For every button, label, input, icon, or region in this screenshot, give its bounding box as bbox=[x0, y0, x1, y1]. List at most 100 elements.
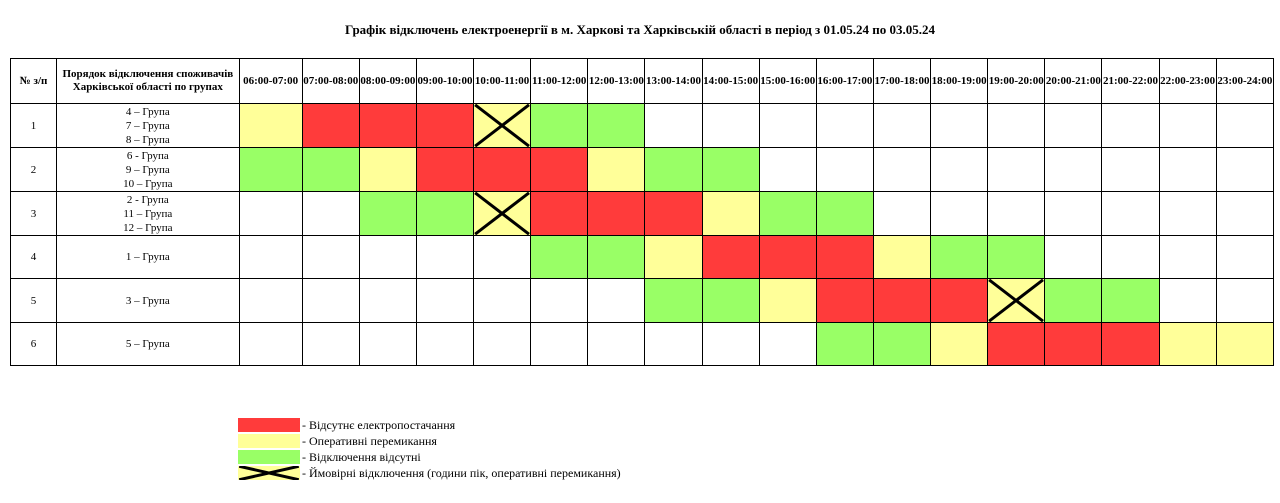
hour-cell-probable-outage bbox=[987, 278, 1046, 323]
group-label: 4 – Група bbox=[125, 105, 170, 118]
row-number: 5 bbox=[9, 278, 58, 323]
legend-swatch bbox=[238, 434, 300, 448]
header-hour: 15:00-16:00 bbox=[758, 58, 817, 104]
hour-cell-empty bbox=[587, 322, 646, 366]
row-groups: 3 – Група bbox=[56, 278, 240, 323]
hour-cell-no-power bbox=[530, 191, 589, 236]
hour-cell-no-power bbox=[872, 278, 932, 323]
header-hour: 21:00-22:00 bbox=[1101, 58, 1160, 104]
hour-cell-empty bbox=[1158, 147, 1217, 192]
hour-cell-no-outage bbox=[238, 147, 303, 192]
hour-cell-empty bbox=[872, 191, 932, 236]
hour-cell-no-outage bbox=[815, 322, 874, 366]
header-num: № з/п bbox=[9, 58, 58, 104]
group-label: 3 – Група bbox=[125, 294, 170, 307]
hour-cell-empty bbox=[1044, 103, 1103, 148]
header-order: Порядок відключення споживачів Харківськ… bbox=[56, 58, 240, 104]
hour-cell-probable-outage bbox=[473, 103, 532, 148]
table-row: 6 5 – Група bbox=[9, 322, 1275, 366]
hour-cell-no-outage bbox=[530, 235, 589, 279]
hour-cell-no-outage bbox=[301, 147, 360, 192]
hour-cell-empty bbox=[415, 322, 475, 366]
header-hour: 11:00-12:00 bbox=[530, 58, 589, 104]
hour-cell-empty bbox=[758, 147, 817, 192]
legend-swatch bbox=[238, 450, 300, 464]
legend-item: - Оперативні перемикання bbox=[238, 433, 621, 449]
hour-cell-no-outage bbox=[530, 103, 589, 148]
header-hour: 20:00-21:00 bbox=[1044, 58, 1103, 104]
hour-cell-no-outage bbox=[415, 191, 475, 236]
header-hour: 22:00-23:00 bbox=[1158, 58, 1217, 104]
hour-cell-no-outage bbox=[587, 235, 646, 279]
hour-cell-no-power bbox=[473, 147, 532, 192]
hour-cell-empty bbox=[930, 191, 989, 236]
hour-cell-switching bbox=[644, 235, 703, 279]
hour-cell-switching bbox=[872, 235, 932, 279]
hour-cell-empty bbox=[1101, 235, 1160, 279]
hour-cell-empty bbox=[644, 322, 703, 366]
hour-cell-no-outage bbox=[587, 103, 646, 148]
hour-cell-no-outage bbox=[987, 235, 1046, 279]
legend-label: - Відключення відсутні bbox=[302, 449, 421, 464]
hour-cell-switching bbox=[1158, 322, 1217, 366]
hour-cell-no-power bbox=[930, 278, 989, 323]
hour-cell-empty bbox=[301, 322, 360, 366]
hour-cell-empty bbox=[358, 278, 417, 323]
legend-swatch bbox=[238, 466, 300, 480]
hour-cell-empty bbox=[701, 103, 760, 148]
cross-icon bbox=[474, 104, 530, 147]
header-hour: 17:00-18:00 bbox=[872, 58, 932, 104]
hour-cell-no-outage bbox=[1044, 278, 1103, 323]
hour-cell-empty bbox=[987, 103, 1046, 148]
hour-cell-no-outage bbox=[815, 191, 874, 236]
hour-cell-empty bbox=[358, 322, 417, 366]
hour-cell-empty bbox=[1215, 191, 1275, 236]
table-row: 4 1 – Група bbox=[9, 235, 1275, 279]
hour-cell-no-outage bbox=[644, 278, 703, 323]
hour-cell-empty bbox=[1044, 235, 1103, 279]
hour-cell-empty bbox=[530, 278, 589, 323]
hour-cell-empty bbox=[473, 235, 532, 279]
legend-item: - Відсутнє електропостачання bbox=[238, 417, 621, 433]
hour-cell-empty bbox=[1101, 103, 1160, 148]
hour-cell-empty bbox=[1215, 278, 1275, 323]
hour-cell-empty bbox=[758, 103, 817, 148]
row-groups: 5 – Група bbox=[56, 322, 240, 366]
header-hour: 09:00-10:00 bbox=[415, 58, 475, 104]
cross-icon bbox=[474, 192, 530, 235]
header-row: № з/п Порядок відключення споживачів Хар… bbox=[9, 58, 1275, 104]
hour-cell-empty bbox=[358, 235, 417, 279]
legend-label: - Ймовірні відключення (години пік, опер… bbox=[302, 465, 621, 480]
header-hour: 13:00-14:00 bbox=[644, 58, 703, 104]
hour-cell-empty bbox=[238, 235, 303, 279]
hour-cell-empty bbox=[415, 278, 475, 323]
hour-cell-switching bbox=[358, 147, 417, 192]
hour-cell-empty bbox=[930, 103, 989, 148]
hour-cell-empty bbox=[1044, 147, 1103, 192]
hour-cell-empty bbox=[1215, 103, 1275, 148]
hour-cell-switching bbox=[238, 103, 303, 148]
hour-cell-empty bbox=[1215, 147, 1275, 192]
legend-label: - Оперативні перемикання bbox=[302, 433, 437, 448]
group-label: 1 – Група bbox=[125, 251, 170, 263]
hour-cell-empty bbox=[301, 235, 360, 279]
row-groups: 1 – Група bbox=[56, 235, 240, 279]
row-groups: 6 - Група 9 – Група 10 – Група bbox=[56, 147, 240, 192]
group-label: 2 - Група bbox=[126, 193, 169, 206]
hour-cell-empty bbox=[815, 147, 874, 192]
hour-cell-no-outage bbox=[872, 322, 932, 366]
cross-icon bbox=[988, 279, 1044, 322]
table-row: 5 3 – Група bbox=[9, 278, 1275, 323]
schedule-title: Графік відключень електроенергії в м. Ха… bbox=[345, 22, 935, 37]
hour-cell-empty bbox=[872, 103, 932, 148]
hour-cell-no-outage bbox=[758, 191, 817, 236]
group-label: 10 – Група bbox=[123, 177, 173, 190]
group-label: 6 - Група bbox=[126, 149, 169, 162]
hour-cell-switching bbox=[1215, 322, 1275, 366]
hour-cell-empty bbox=[1158, 103, 1217, 148]
hour-cell-empty bbox=[987, 191, 1046, 236]
header-hour: 12:00-13:00 bbox=[587, 58, 646, 104]
hour-cell-no-power bbox=[587, 191, 646, 236]
